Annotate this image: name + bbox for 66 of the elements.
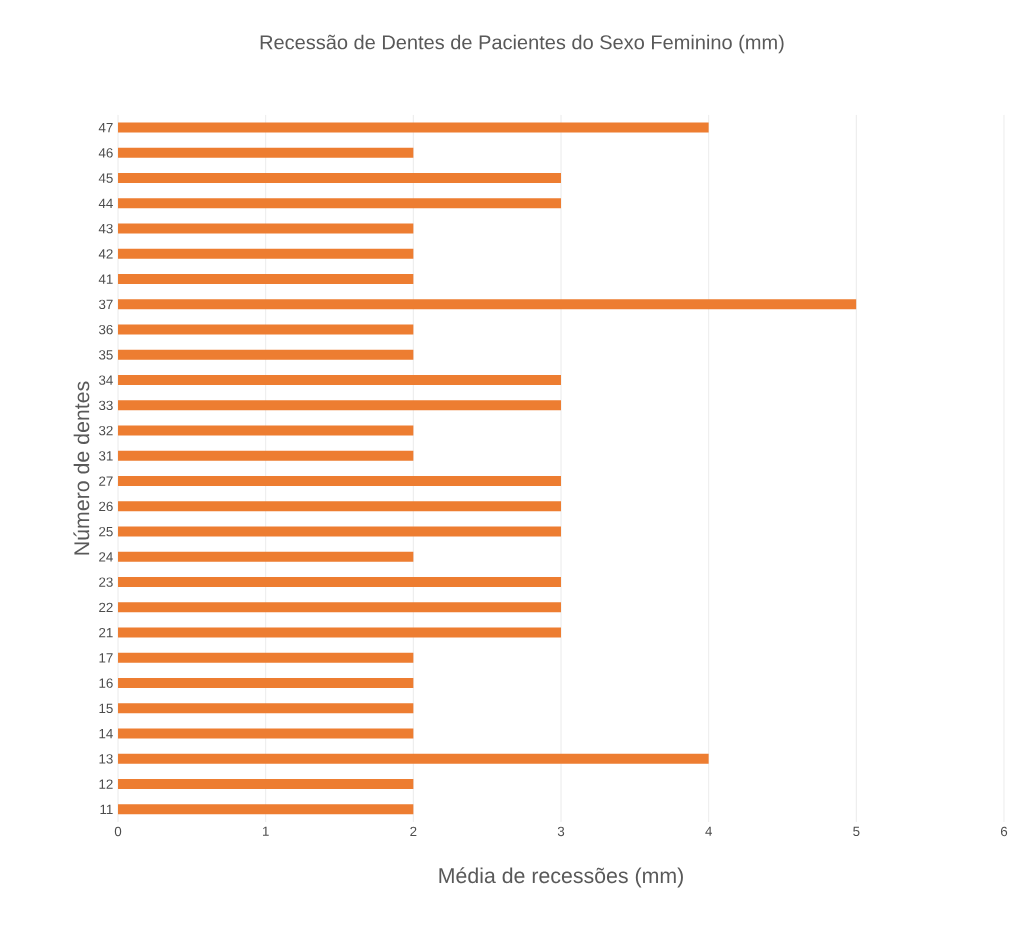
- x-tick-label: 5: [853, 826, 860, 836]
- chart-title: Recessão de Dentes de Pacientes do Sexo Feminino (mm): [260, 34, 784, 54]
- y-tick-label: 24: [99, 552, 113, 562]
- y-tick-label: 41: [98, 274, 113, 284]
- y-tick-label: 13: [99, 754, 113, 764]
- bar: [118, 526, 561, 537]
- bar: [118, 728, 414, 739]
- bar: [118, 703, 414, 714]
- y-tick-label: 22: [99, 602, 113, 613]
- bar: [118, 147, 414, 158]
- bar: [118, 349, 414, 360]
- bar: [118, 602, 561, 613]
- y-tick-label: 12: [99, 779, 113, 789]
- bar: [118, 122, 709, 133]
- x-axis-title: Média de recessões (mm): [439, 867, 683, 888]
- y-tick-label: 16: [99, 678, 113, 688]
- y-tick-label: 31: [98, 451, 113, 461]
- x-tick-label: 4: [705, 826, 712, 836]
- y-tick-label: 35: [98, 350, 113, 360]
- y-tick-label: 32: [98, 425, 113, 436]
- y-tick-label: 25: [99, 526, 113, 537]
- bar: [118, 324, 414, 335]
- bar: [118, 173, 561, 184]
- bar: [118, 678, 414, 689]
- bar: [118, 779, 414, 790]
- bar: [118, 248, 414, 259]
- bar: [118, 450, 414, 461]
- x-tick-label: 6: [1000, 826, 1008, 837]
- y-tick-label: 26: [99, 501, 113, 512]
- y-tick-label: 37: [98, 299, 113, 310]
- y-tick-label: 44: [98, 198, 113, 208]
- x-tick-label: 3: [557, 826, 565, 837]
- y-tick-label: 27: [99, 476, 113, 486]
- bar: [118, 501, 561, 512]
- y-tick-label: 46: [98, 148, 113, 158]
- y-tick-label: 45: [98, 173, 113, 183]
- y-tick-label: 15: [99, 703, 113, 714]
- y-tick-label: 21: [99, 627, 113, 638]
- bar: [118, 476, 561, 487]
- x-tick-label: 2: [410, 826, 417, 837]
- y-tick-label: 14: [99, 729, 113, 739]
- y-tick-label: 42: [98, 249, 113, 259]
- bar: [118, 375, 561, 386]
- bar: [118, 223, 414, 234]
- bar: [118, 551, 414, 562]
- bar: [118, 400, 561, 411]
- y-axis-title: Número de dentes: [73, 381, 90, 555]
- y-tick-label: 34: [98, 375, 113, 385]
- y-tick-label: 33: [98, 400, 113, 411]
- x-tick-label: 1: [262, 826, 269, 836]
- y-tick-label: 43: [98, 223, 113, 234]
- y-tick-label: 17: [99, 653, 113, 663]
- bar: [118, 804, 414, 815]
- y-tick-label: 23: [99, 577, 113, 587]
- y-tick-label: 47: [98, 123, 113, 133]
- x-tick-label: 0: [114, 826, 122, 837]
- bar: [118, 198, 561, 209]
- bar: [118, 425, 414, 436]
- bar: [118, 577, 561, 588]
- y-tick-label: 11: [100, 804, 113, 814]
- bar: [118, 274, 414, 285]
- bar: [118, 299, 857, 310]
- y-tick-label: 36: [98, 324, 113, 335]
- bar: [118, 627, 561, 638]
- bar: [118, 753, 709, 764]
- bar: [118, 652, 414, 663]
